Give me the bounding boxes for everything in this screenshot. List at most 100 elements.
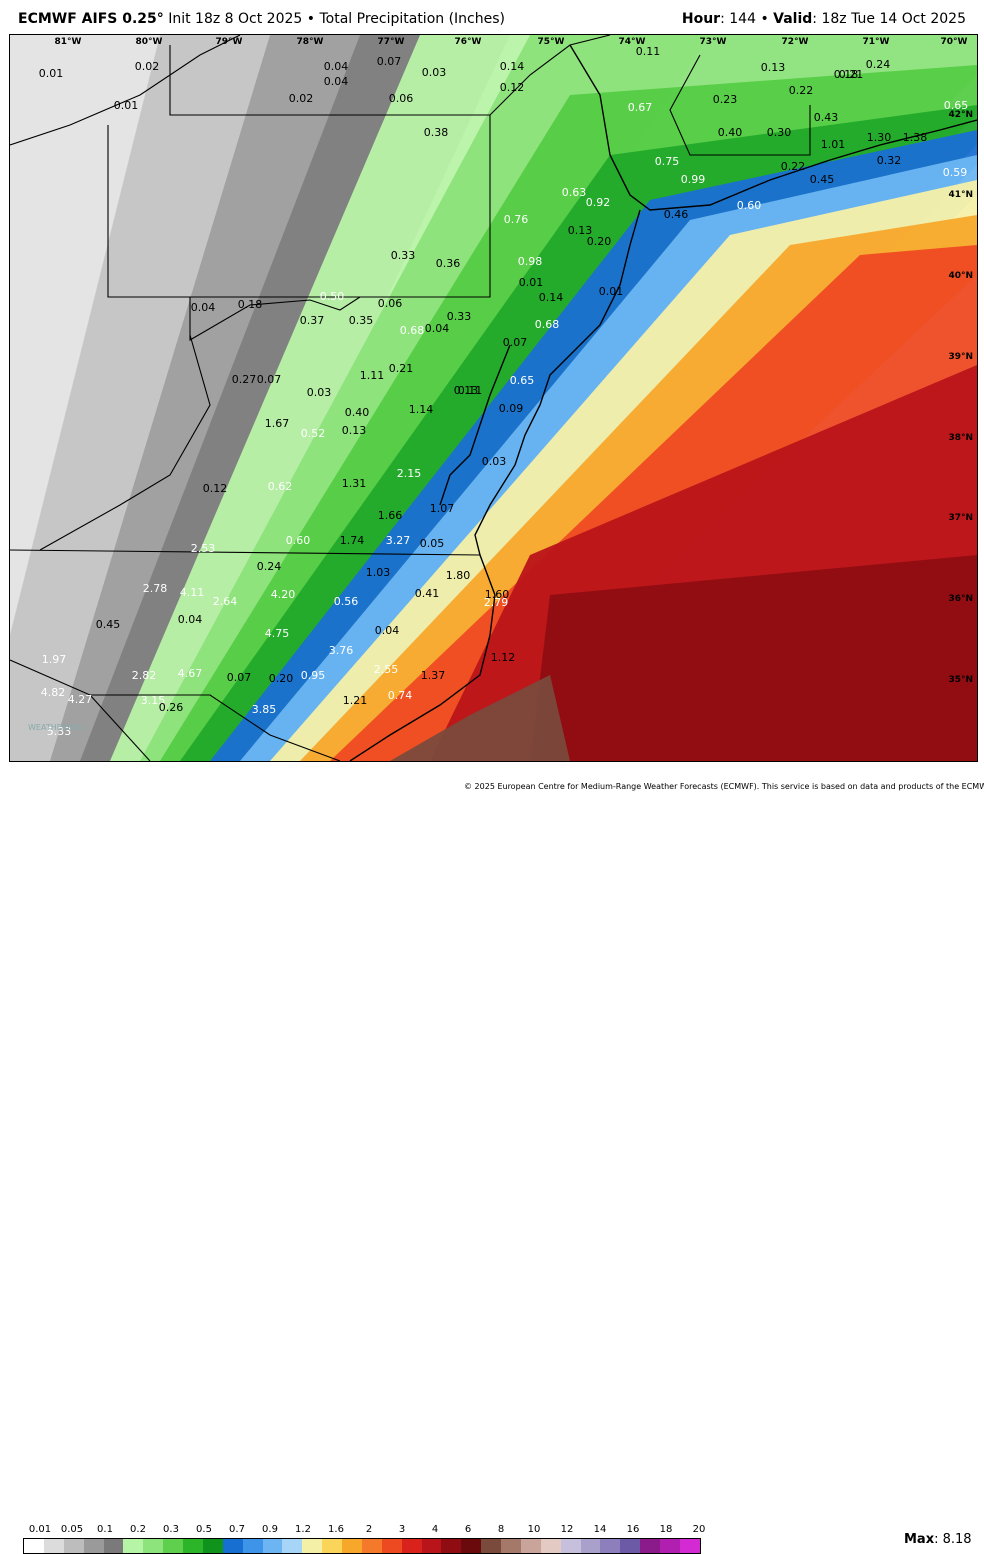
precip-value-label: 0.99 [681,173,706,186]
precip-value-label: 1.38 [903,131,928,144]
valid-value: : 18z Tue 14 Oct 2025 [812,11,966,27]
legend-swatch [143,1539,164,1553]
watermark-logo: WEATHERBELL [28,723,87,732]
precip-value-label: 0.68 [535,318,560,331]
legend-tick-label: 2 [365,1524,373,1535]
legend-swatch [222,1539,243,1553]
legend-tick-label: 0.05 [60,1524,84,1535]
max-label: Max [904,1532,935,1547]
legend-tick-label: 20 [692,1524,706,1535]
precip-value-label: 0.63 [562,186,587,199]
precip-value-label: 0.37 [300,314,325,327]
precip-value-label: 4.11 [180,586,205,599]
precip-value-label: 0.24 [866,58,891,71]
init-time: Init 18z 8 Oct 2025 [168,11,303,27]
precip-value-label: 0.06 [378,297,403,310]
legend-tick-label: 8 [497,1524,505,1535]
border-va-wv [39,334,211,551]
precip-value-label: 2.64 [213,595,238,608]
precip-value-label: 0.04 [375,624,400,637]
precip-value-label: 3.85 [252,703,277,716]
precip-value-label: 0.13 [568,224,593,237]
legend-tick-label: 0.5 [196,1524,212,1535]
precip-value-label: 5.33 [47,725,72,738]
precip-value-label: 0.12 [500,81,525,94]
latitude-label: 41°N [948,190,973,200]
footer: 0.01 0.05 0.1 0.2 0.3 0.5 0.7 0.9 1.2 1.6 2 3 4 6 8 10 1… [0,760,984,1554]
precip-value-label: 0.40 [718,126,743,139]
legend-tick-label: 0.2 [130,1524,146,1535]
legend-swatch [520,1539,541,1553]
grid-labels: 81°W 80°W 79°W 78°W 77°W 76°W 75°W 74°W 73°W 72°W… [55,37,973,685]
precip-value-label: 0.60 [286,534,311,547]
precip-value-label: 3.27 [386,534,411,547]
precip-value-label: 0.02 [289,92,314,105]
header: ECMWF AIFS 0.25° Init 18z 8 Oct 2025 • T… [0,0,984,34]
precip-value-label: 0.14 [539,291,564,304]
precip-value-label: 0.03 [307,386,332,399]
precip-value-label: 0.11 [458,384,483,397]
field-name: Total Precipitation (Inches) [319,11,505,27]
precip-value-label: 0.13 [454,384,479,397]
precip-band-14 [530,555,977,761]
legend-swatch [24,1539,44,1553]
precip-value-label: 0.03 [482,455,507,468]
legend-swatch [501,1539,521,1553]
precip-value-label: 0.21 [839,68,864,81]
precip-value-label: 1.01 [821,138,846,151]
legend-tick-label: 12 [560,1524,574,1535]
longitude-label: 76°W [455,37,482,47]
longitude-label: 80°W [136,37,163,47]
precip-bands [10,35,977,761]
precip-value-label: 0.20 [269,672,294,685]
longitude-label: 79°W [216,37,243,47]
legend-swatch [262,1539,283,1553]
precipitation-map[interactable]: 81°W 80°W 79°W 78°W 77°W 76°W 75°W 74°W 73°W 72°W… [9,34,984,792]
precip-value-label: 4.20 [271,588,296,601]
legend-swatch [103,1539,124,1553]
border-maryland-wv [189,296,361,341]
precip-value-label: 0.01 [39,67,64,80]
precip-value-label: 0.07 [503,336,528,349]
legend-swatch [560,1539,581,1553]
legend-swatch [63,1539,84,1553]
precip-value-label: 0.50 [320,290,345,303]
precip-value-label: 1.60 [485,588,510,601]
precip-value-label: 0.06 [389,92,414,105]
longitude-label: 78°W [297,37,324,47]
precip-value-label: 0.32 [877,154,902,167]
precip-value-label: 0.46 [664,208,689,221]
precip-value-label: 0.98 [518,255,543,268]
precip-value-label: 1.03 [366,566,391,579]
precip-value-label: 1.67 [265,417,290,430]
precip-value-label: 0.07 [227,671,252,684]
longitude-label: 77°W [378,37,405,47]
latitude-label: 37°N [948,513,973,523]
title-bullet: • [306,11,316,27]
precip-value-label: 1.66 [378,509,403,522]
legend-swatch [322,1539,342,1553]
precip-value-label: 0.04 [191,301,216,314]
value-labels: 0.010.02 0.04 0.070.03 0.140.110.13 0.240.01… [39,45,969,738]
legend-swatch [302,1539,323,1553]
precip-value-label: 4.75 [265,627,290,640]
legend-swatch [342,1539,362,1553]
latitude-label: 35°N [948,675,973,685]
valid-bullet: • [760,11,769,27]
precip-value-label: 0.65 [510,374,535,387]
precip-value-label: 0.02 [135,60,160,73]
precip-value-label: 0.21 [389,362,414,375]
latitude-label: 39°N [948,352,973,362]
legend-tick-label: 0.01 [28,1524,52,1535]
longitude-label: 74°W [619,37,646,47]
precip-value-label: 0.75 [655,155,680,168]
precip-value-label: 0.05 [420,537,445,550]
legend-swatch [381,1539,402,1553]
precip-value-label: 0.22 [789,84,814,97]
precip-band-15 [390,675,570,761]
precip-value-label: 1.11 [360,369,385,382]
hour-label: Hour [681,11,721,27]
legend-swatch [202,1539,223,1553]
precip-value-label: 0.04 [178,613,203,626]
legend-tick-label: 18 [659,1524,673,1535]
